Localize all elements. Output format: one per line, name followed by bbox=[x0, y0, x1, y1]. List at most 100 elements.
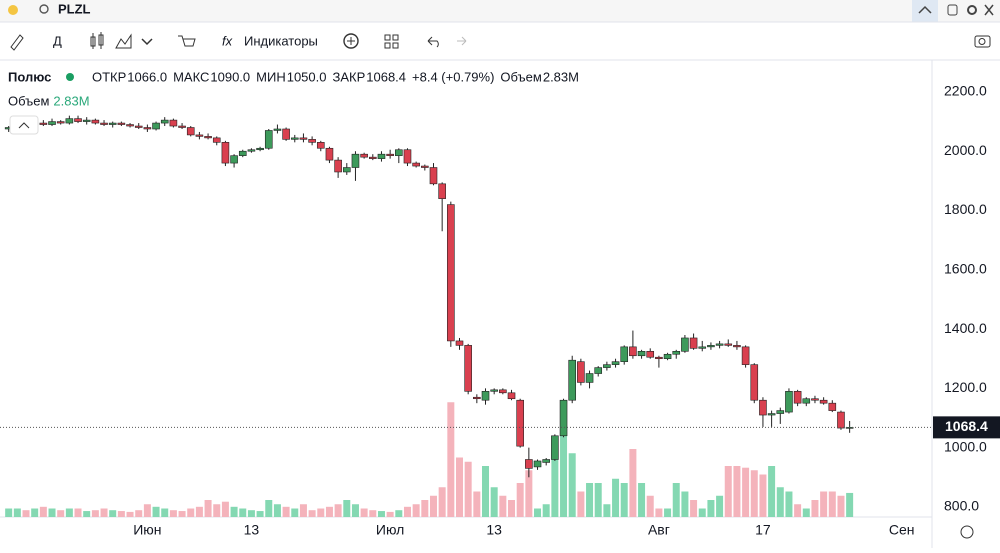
candle-body bbox=[386, 153, 394, 156]
volume-bar bbox=[759, 474, 767, 517]
volume-bar bbox=[351, 504, 359, 517]
candle-body bbox=[342, 167, 351, 173]
candle-body bbox=[290, 137, 299, 140]
volume-bar bbox=[291, 508, 299, 517]
candle-body bbox=[741, 346, 750, 365]
candle-body bbox=[715, 343, 724, 346]
x-tick-label: 17 bbox=[755, 522, 771, 538]
candle-body bbox=[334, 159, 342, 173]
volume-bar bbox=[221, 501, 229, 517]
y-tick-label: 2000.0 bbox=[944, 142, 987, 158]
draw-tool[interactable] bbox=[10, 34, 24, 51]
candle-body bbox=[733, 345, 741, 348]
candle-body bbox=[126, 124, 134, 127]
volume-bar bbox=[447, 402, 455, 517]
candle-body bbox=[473, 396, 481, 400]
candle-body bbox=[100, 122, 108, 125]
volume-bar bbox=[31, 508, 39, 517]
volume-bar bbox=[360, 508, 368, 517]
volume-bar bbox=[91, 510, 99, 517]
area-icon[interactable] bbox=[115, 33, 132, 49]
lens bbox=[978, 38, 986, 45]
volume-bar bbox=[473, 491, 481, 517]
y-tick-label: 1800.0 bbox=[944, 201, 987, 217]
volume-bar bbox=[828, 491, 836, 517]
candle-body bbox=[186, 127, 195, 136]
y-tick-label: 1600.0 bbox=[944, 260, 987, 276]
candle-body bbox=[360, 153, 368, 158]
volume-bar bbox=[334, 504, 342, 517]
candle-body bbox=[169, 119, 178, 127]
volume-bar bbox=[83, 511, 91, 517]
settings-icon[interactable] bbox=[960, 525, 974, 539]
volume-bar bbox=[178, 511, 186, 517]
settings-button[interactable] bbox=[967, 5, 977, 15]
search-icon[interactable] bbox=[39, 4, 49, 14]
candle-body bbox=[299, 137, 308, 140]
volume-bar bbox=[5, 508, 13, 517]
volume-bar bbox=[282, 506, 290, 517]
interval[interactable]: Д bbox=[53, 33, 62, 48]
candle-body bbox=[837, 411, 845, 429]
volume-bar bbox=[646, 495, 654, 517]
volume-bar bbox=[672, 483, 680, 517]
volume-bar bbox=[187, 508, 195, 517]
volume-bar bbox=[655, 508, 663, 517]
layout-icon[interactable] bbox=[384, 34, 399, 49]
add-button[interactable] bbox=[343, 33, 359, 49]
candle-body bbox=[750, 364, 759, 401]
volume-bar bbox=[152, 506, 160, 517]
close-button[interactable] bbox=[984, 4, 994, 16]
candle-body bbox=[82, 119, 91, 122]
x-tick-label: Авг bbox=[648, 522, 670, 538]
volume-bar bbox=[126, 511, 134, 517]
volume-bar bbox=[100, 508, 108, 517]
legend-toggle bbox=[9, 115, 39, 135]
candle-body bbox=[421, 165, 429, 168]
field-value: 1068.4 bbox=[366, 69, 406, 84]
volume-value: 2.83M bbox=[543, 69, 579, 84]
volume-bar bbox=[508, 500, 516, 517]
legend: Полюс ОТКР 1066.0 МАКС 1090.0 МИН 1050.0 ЗАКР 10… bbox=[8, 69, 579, 135]
candle-body bbox=[368, 156, 377, 159]
volume-bar bbox=[750, 470, 758, 517]
candle-body bbox=[811, 398, 819, 401]
y-tick-label: 800.0 bbox=[944, 498, 979, 514]
volume-legend-value: 2.83M bbox=[53, 93, 89, 108]
volume-bar bbox=[265, 500, 273, 517]
candle-body bbox=[464, 345, 472, 392]
candle-body bbox=[273, 128, 282, 131]
candle-body bbox=[698, 346, 707, 349]
compare-icon[interactable] bbox=[178, 35, 196, 47]
candle-body bbox=[91, 119, 100, 124]
field-label: МАКС bbox=[173, 69, 209, 84]
volume-legend-label: Объем bbox=[8, 93, 49, 108]
symbol[interactable]: PLZL bbox=[58, 1, 91, 16]
snapshot[interactable] bbox=[974, 35, 991, 48]
collapse-button[interactable] bbox=[912, 0, 938, 22]
candle-body bbox=[455, 340, 464, 346]
dropdown[interactable] bbox=[141, 38, 153, 46]
window-button[interactable] bbox=[947, 4, 958, 16]
volume-bar bbox=[109, 510, 117, 517]
volume-bar bbox=[846, 492, 854, 517]
redo[interactable] bbox=[457, 36, 467, 46]
candle-body bbox=[629, 346, 637, 357]
candle-body bbox=[316, 142, 325, 149]
volume-bar bbox=[724, 466, 732, 517]
candle-body bbox=[351, 153, 360, 168]
window-dot bbox=[8, 5, 18, 15]
field-value: 1050.0 bbox=[287, 69, 327, 84]
volume-bar bbox=[638, 483, 646, 517]
candle-body bbox=[759, 399, 767, 416]
volume-bar bbox=[802, 508, 810, 517]
indicators-button[interactable]: Индикаторы bbox=[244, 33, 318, 48]
undo[interactable] bbox=[427, 36, 439, 48]
field-value: 1090.0 bbox=[210, 69, 250, 84]
candles-icon[interactable] bbox=[90, 32, 104, 49]
volume-bar bbox=[230, 506, 238, 517]
volume-bar bbox=[117, 511, 125, 517]
fx-icon: fx bbox=[222, 33, 233, 48]
plus bbox=[347, 37, 355, 45]
volume-bar bbox=[247, 510, 255, 517]
